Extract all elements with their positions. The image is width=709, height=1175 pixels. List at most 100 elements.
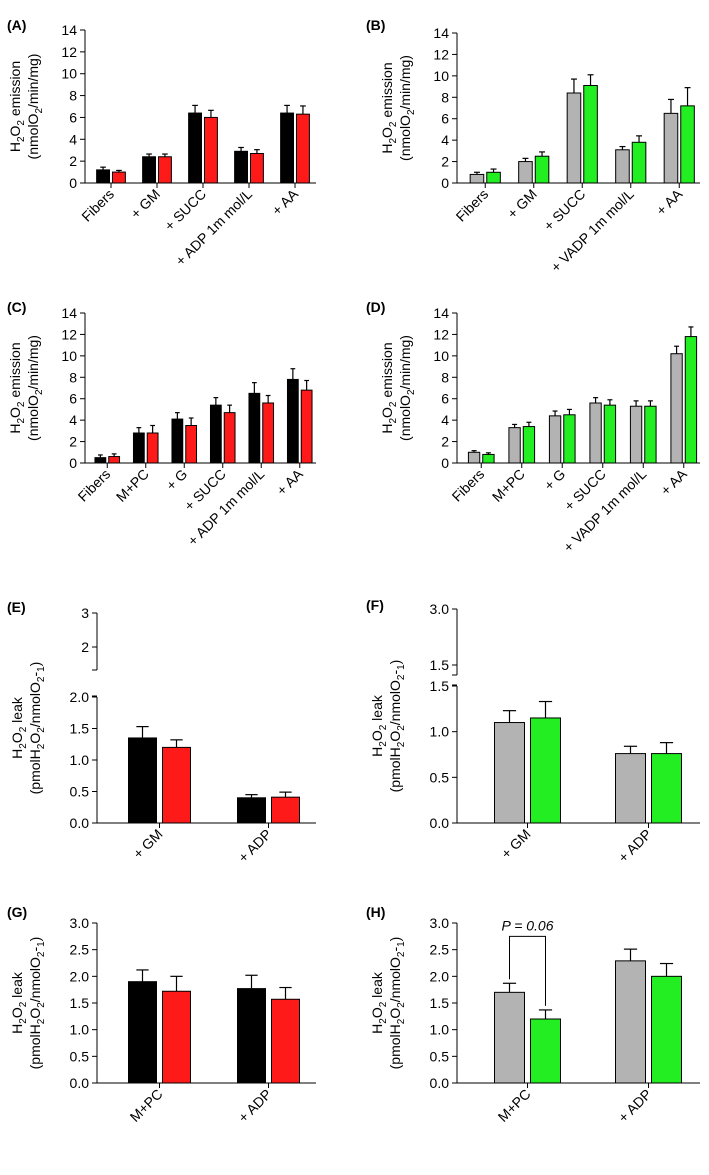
x-tick-label: + ADP [235,1086,275,1126]
bar-black [171,418,184,464]
bar-gray [548,415,562,464]
y-tick-label: 1.5 [430,995,450,1011]
x-tick-label: + ADP [235,826,275,866]
y-axis-label: H2O2 leak [369,694,389,757]
panel-label: (E) [7,599,26,615]
y-axis-label: H2O2 emission [7,61,27,152]
y-tick-label: 0.5 [430,1048,450,1064]
bar-black [142,156,156,184]
significance-bracket [509,935,546,1006]
y-axis-label-units: (pmolH2O2/nmolO2-1) [27,937,47,1070]
y-tick-label: 2 [69,434,77,450]
y-axis-label-units: (pmolH2O2/nmolO2-1) [387,937,407,1070]
y-tick-label: 3.0 [430,601,450,617]
y-tick-label: 0 [441,175,449,191]
y-tick-label: 2.5 [70,942,90,958]
bar-green [603,404,617,464]
y-tick-label: 2.0 [70,689,90,705]
x-tick-label: M+PC [113,466,152,505]
y-tick-label: 12 [61,44,77,60]
panel-label: (C) [7,299,26,315]
panel-label: (G) [7,904,27,920]
bar-black [132,432,145,464]
bar-black [286,378,299,464]
x-tick-label: + GM [127,186,163,222]
bar-black [96,169,111,184]
y-tick-label: 3.0 [430,915,450,931]
y-axis-label-units: (pmolH2O2/nmolO2-1) [27,662,47,795]
y-axis-label: H2O2 leak [9,971,29,1034]
y-axis-label-units: (nmolO2/min/mg) [397,55,417,161]
y-tick-label: 1.5 [430,678,450,694]
y-axis-label: H2O2 emission [379,342,399,433]
bar-red [162,746,191,824]
bar-green [563,414,576,464]
bar-black [94,457,107,464]
y-tick-label: 0 [69,455,77,471]
bar-black [209,404,222,464]
y-tick-label: 1.0 [430,1022,450,1038]
x-tick-label: + ADP [615,826,655,866]
x-tick-label: + AA [269,185,302,218]
y-tick-label: 4 [441,132,449,148]
y-tick-label: 12 [433,46,449,62]
y-tick-label: 6 [69,109,77,125]
bar-black [248,392,261,464]
bar-red [108,456,121,464]
y-tick-label: 12 [61,326,77,342]
bar-green [530,717,561,824]
y-tick-label: 4 [441,412,449,428]
bar-gray [518,161,533,184]
y-tick-label: 4 [69,412,77,428]
bar-red [185,425,198,464]
bar-green [684,336,698,464]
y-tick-label: 1.0 [430,724,450,740]
x-tick-label: M+PC [127,1086,166,1125]
bar-gray [663,112,679,184]
y-tick-label: 4 [69,131,77,147]
y-tick-label: 1.5 [70,721,90,737]
bar-red [296,113,310,184]
bar-black [280,112,294,184]
bar-black [128,981,157,1084]
bar-red [271,796,300,824]
chart-panel-b: (B) H2O2 emission(nmolO2/min/mg) 0 2 4 6 8 10 12… [366,17,700,275]
bar-green [522,426,536,464]
bar-black [234,150,248,184]
bar-green [651,975,682,1084]
y-tick-label: 8 [441,369,449,385]
chart-panel-a: (A) H2O2 emission(nmolO2/min/mg) 0 2 4 6 8 10 12… [7,17,316,269]
bar-gray [467,451,481,464]
y-tick-label: 0 [69,175,77,191]
bar-red [204,116,218,184]
bar-red [300,389,313,464]
bar-gray [508,427,521,464]
y-tick-label: 2.0 [430,968,450,984]
chart-panel-h: (H) H2O2 leak(pmolH2O2/nmolO2-1) 0.0 0.5 1.0… [366,904,700,1125]
bar-gray [469,173,485,184]
significance-label: P = 0.06 [501,917,553,933]
x-tick-label: Fibers [453,186,492,225]
y-tick-label: 1.0 [70,1022,90,1038]
y-tick-label: 0.0 [70,815,90,831]
y-axis-label-units: (nmolO2/min/mg) [25,54,45,160]
bar-gray [494,722,525,824]
y-tick-label: 10 [433,68,449,84]
y-tick-label: 8 [69,369,77,385]
bar-gray [615,753,646,824]
panel-label: (A) [7,17,26,33]
y-tick-label: 10 [61,348,77,364]
bar-red [271,998,300,1084]
y-tick-label: 10 [433,348,449,364]
bar-green [631,141,647,184]
y-tick-label: 1.5 [70,995,90,1011]
y-axis-label-units: (pmolH2O2/nmolO2-1) [387,660,407,793]
bar-black [128,737,157,824]
y-tick-label: 10 [61,66,77,82]
y-tick-label: 6 [69,391,77,407]
y-tick-label: 2.5 [430,942,450,958]
bar-red [262,402,275,464]
bar-red [162,990,191,1084]
bar-black [188,112,202,184]
